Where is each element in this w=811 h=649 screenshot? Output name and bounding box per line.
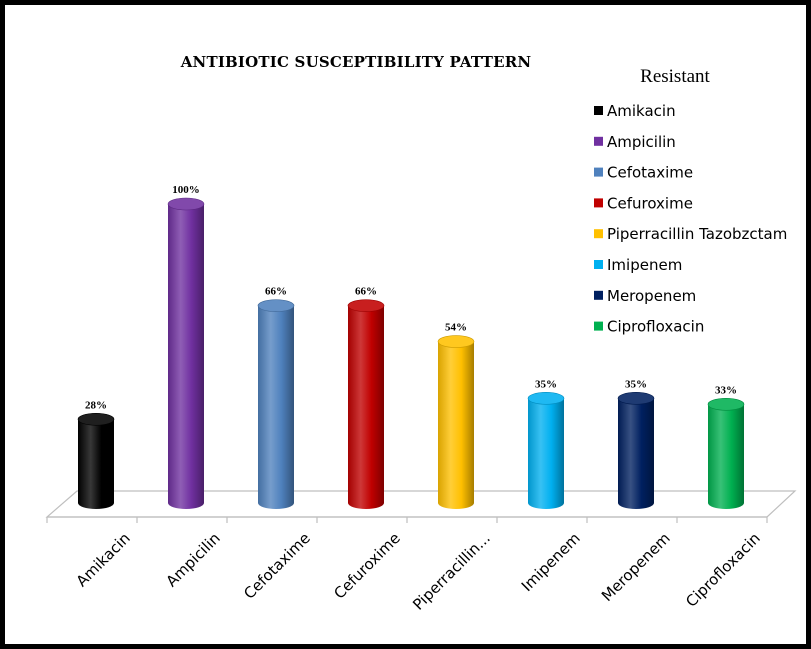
bar-top-meropenem [617,392,655,405]
bar-cefotaxime [258,305,294,509]
data-label-amikacin: 28% [85,399,107,411]
bar-top-piperracillin [437,335,475,348]
legend-items: Amikacin Ampicilin Cefotaxime Cefuroxime Pip… [594,102,787,336]
x-tick-label-ampicilin: Ampicilin [162,529,223,590]
legend-swatch-ciprofloxacin [594,321,603,331]
data-label-imipenem: 35% [535,378,557,390]
x-tick-label-cefotaxime: Cefotaxime [240,529,314,603]
x-tick-label-piperracillin: Piperracillin... [409,529,494,614]
bar-top-ciprofloxacin [707,398,745,411]
data-label-cefuroxime: 66% [355,286,377,298]
bar-amikacin [78,419,114,509]
legend-swatch-meropenem [594,290,603,300]
legend-label-amikacin: Amikacin [607,102,676,120]
bar-top-cefotaxime [257,299,295,312]
legend-label-ciprofloxacin: Ciprofloxacin [607,318,704,336]
chart-title: ANTIBIOTIC SUSCEPTIBILITY PATTERN [180,53,532,71]
data-labels-group: 28% 100% 66% 66% 54% 35% 35% 33% [85,184,737,411]
data-label-ciprofloxacin: 33% [715,384,737,396]
legend: Resistant Amikacin Ampicilin Cefotaxime Cef… [594,66,787,336]
x-tick-label-cefuroxime: Cefuroxime [330,529,403,602]
legend-swatch-imipenem [594,260,603,269]
data-label-ampicilin: 100% [172,184,200,196]
bar-cefuroxime [348,305,384,509]
x-tick-label-amikacin: Amikacin [73,529,134,590]
bars-group [77,197,745,509]
bar-top-cefuroxime [347,299,385,312]
legend-label-imipenem: Imipenem [607,256,682,274]
bar-top-imipenem [527,392,565,405]
legend-swatch-amikacin [594,106,603,115]
bar-ampicilin [168,204,204,509]
data-label-piperracillin: 54% [445,322,467,334]
bar-imipenem [528,398,564,509]
bar-top-ampicilin [167,197,205,211]
legend-label-piperracillin-tazobzctam: Piperracillin Tazobzctam [607,225,787,243]
bar-meropenem [618,398,654,509]
chart-floor [45,490,797,518]
bar-piperracillin [438,341,474,509]
data-label-meropenem: 35% [625,378,647,390]
legend-swatch-piperracillin-tazobzctam [594,229,603,239]
legend-swatch-ampicilin [594,136,603,146]
x-tick-label-ciprofloxacin: Ciprofloxacin [682,529,764,611]
bar-top-amikacin [77,412,115,426]
legend-label-ampicilin: Ampicilin [607,133,676,151]
legend-label-meropenem: Meropenem [607,287,696,305]
bar-ciprofloxacin [708,404,744,509]
legend-title: Resistant [640,66,710,87]
legend-swatch-cefotaxime [594,167,603,177]
legend-label-cefotaxime: Cefotaxime [607,164,693,182]
data-label-cefotaxime: 66% [265,286,287,298]
legend-label-cefuroxime: Cefuroxime [607,194,693,212]
x-tick-label-imipenem: Imipenem [518,529,584,595]
x-tick-label-meropenem: Meropenem [598,529,674,605]
legend-swatch-cefuroxime [594,198,603,208]
x-tick-labels-group: Amikacin Ampicilin Cefotaxime Cefuroxime Pip… [46,517,768,614]
